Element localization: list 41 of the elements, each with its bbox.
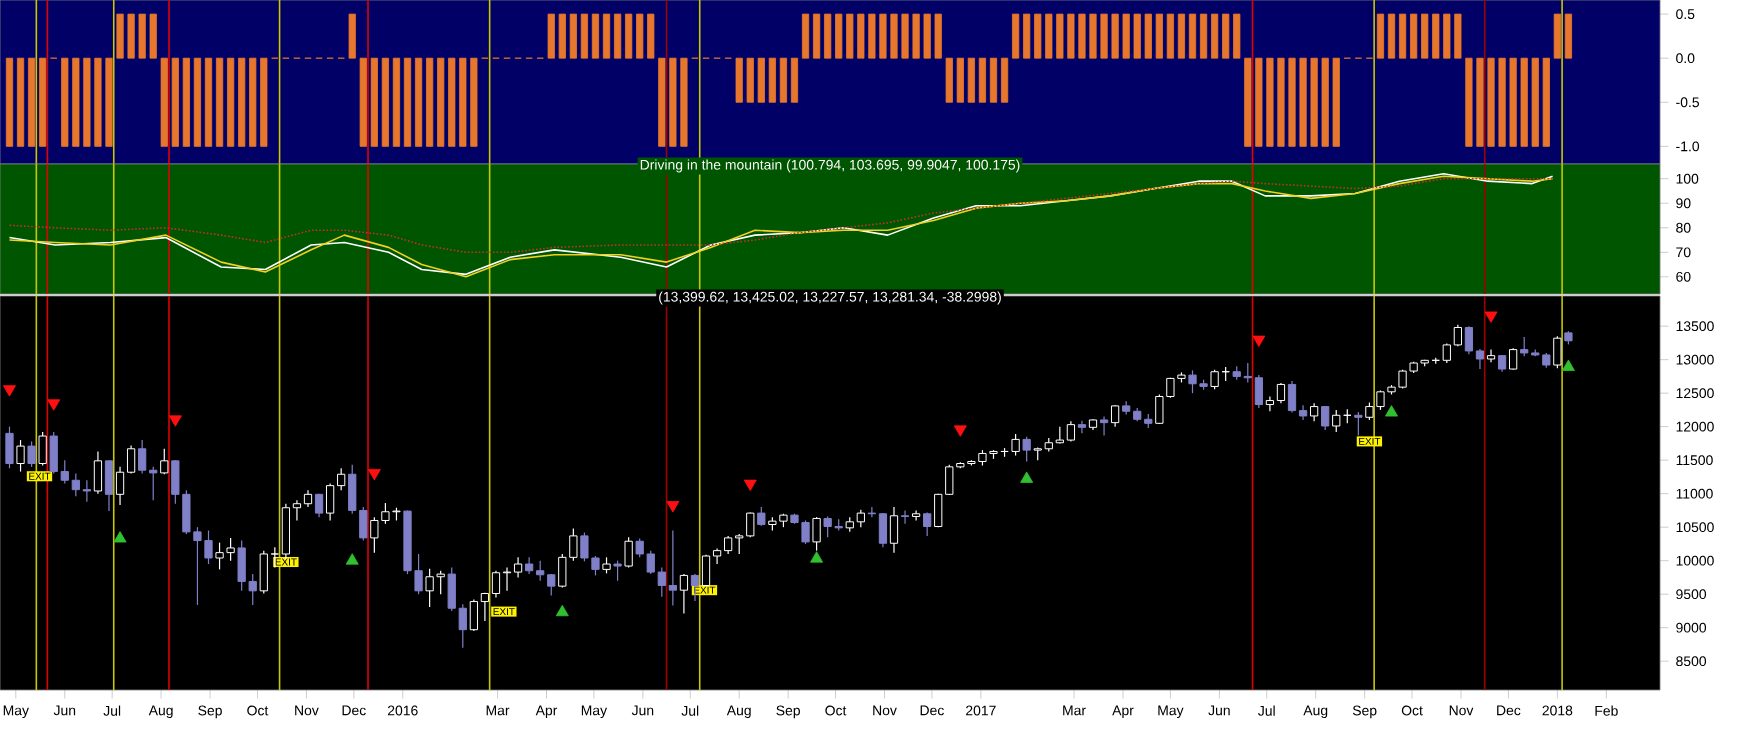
candlestick [1553, 335, 1562, 369]
point [367, 469, 381, 481]
candlestick [812, 516, 821, 552]
candlestick [900, 509, 910, 525]
candlestick [1110, 404, 1120, 428]
candlestick [757, 506, 766, 527]
point [1252, 335, 1266, 347]
candlestick [5, 426, 14, 469]
point [168, 415, 182, 427]
candlestick [1486, 349, 1496, 363]
candlestick [1354, 411, 1363, 436]
candlestick [16, 439, 25, 473]
candlestick [104, 459, 114, 512]
point [1385, 405, 1398, 417]
candlestick [1321, 405, 1330, 431]
point [953, 425, 967, 437]
candlestick [624, 536, 633, 568]
point [113, 531, 127, 543]
candlestick [27, 440, 36, 468]
candlestick [93, 450, 103, 495]
candlestick [38, 431, 47, 467]
point [1020, 471, 1034, 483]
candlestick [911, 509, 921, 522]
point [1484, 311, 1498, 323]
point [555, 604, 569, 617]
point [743, 479, 757, 492]
candlestick [1099, 416, 1109, 436]
candlestick [679, 573, 689, 615]
candlestick [1509, 347, 1518, 371]
candlestick [613, 560, 622, 582]
candlestick [923, 511, 932, 537]
candlestick [1022, 436, 1031, 463]
candlestick [1077, 420, 1087, 434]
point [810, 551, 824, 563]
point [345, 553, 359, 565]
candlestick [160, 448, 169, 475]
candlestick [889, 506, 899, 554]
point [3, 385, 16, 397]
point [666, 501, 680, 513]
point [47, 399, 61, 411]
candlestick [1309, 402, 1319, 422]
